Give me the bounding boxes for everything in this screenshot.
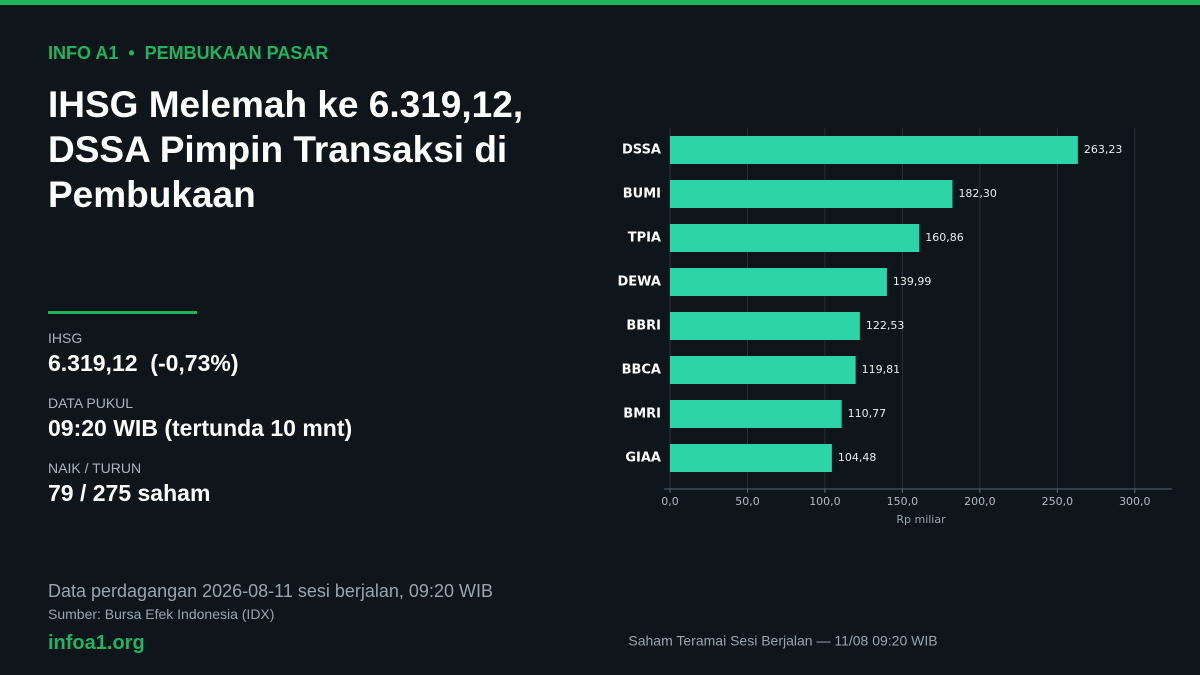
value-label: 104,48 bbox=[838, 451, 877, 464]
x-tick-label: 100,0 bbox=[809, 495, 841, 508]
chart-caption: Saham Teramai Sesi Berjalan — 11/08 09:2… bbox=[628, 633, 937, 649]
value-label: 263,23 bbox=[1084, 143, 1123, 156]
value-label: 122,53 bbox=[866, 319, 905, 332]
bar bbox=[670, 356, 856, 384]
x-tick-label: 200,0 bbox=[964, 495, 996, 508]
bar bbox=[670, 444, 832, 472]
stat-label: IHSG bbox=[48, 330, 83, 346]
bar bbox=[670, 136, 1078, 164]
x-tick-label: 0,0 bbox=[661, 495, 679, 508]
headline: IHSG Melemah ke 6.319,12, DSSA Pimpin Tr… bbox=[48, 84, 524, 215]
value-label: 182,30 bbox=[958, 187, 997, 200]
kicker-text: PEMBUKAAN PASAR bbox=[144, 43, 329, 63]
y-tick-label: DEWA bbox=[618, 275, 662, 290]
y-tick-label: BUMI bbox=[623, 187, 661, 202]
bar bbox=[670, 400, 842, 428]
bar bbox=[670, 312, 860, 340]
bar bbox=[670, 180, 953, 208]
bar bbox=[670, 224, 920, 252]
footer-source: Sumber: Bursa Efek Indonesia (IDX) bbox=[48, 606, 275, 622]
value-label: 160,86 bbox=[925, 231, 964, 244]
x-tick-label: 150,0 bbox=[887, 495, 919, 508]
y-tick-label: TPIA bbox=[628, 231, 661, 246]
value-label: 139,99 bbox=[893, 275, 932, 288]
bar bbox=[670, 268, 887, 296]
stat-value: 79 / 275 saham bbox=[48, 480, 211, 506]
value-label: 110,77 bbox=[848, 407, 887, 420]
x-axis-label: Rp miliar bbox=[896, 513, 946, 526]
value-label: 119,81 bbox=[862, 363, 901, 376]
stat-label: DATA PUKUL bbox=[48, 395, 134, 411]
stat-label: NAIK / TURUN bbox=[48, 460, 142, 476]
stat-value: 09:20 WIB (tertunda 10 mnt) bbox=[48, 415, 353, 441]
x-tick-label: 50,0 bbox=[735, 495, 760, 508]
x-tick-label: 250,0 bbox=[1042, 495, 1074, 508]
y-tick-label: BBCA bbox=[622, 363, 661, 378]
y-tick-label: DSSA bbox=[622, 143, 661, 158]
divider bbox=[48, 311, 197, 314]
y-tick-label: BMRI bbox=[623, 407, 661, 422]
kicker: INFO A1 • PEMBUKAAN PASAR bbox=[48, 43, 329, 63]
stat-value: 6.319,12 (-0,73%) bbox=[48, 350, 239, 376]
top-bar bbox=[0, 0, 1200, 5]
y-tick-label: GIAA bbox=[625, 451, 661, 466]
footer-note: Data perdagangan 2026-08-11 sesi berjala… bbox=[48, 581, 493, 601]
y-tick-label: BBRI bbox=[626, 319, 661, 334]
site-link[interactable]: infoa1.org bbox=[48, 632, 145, 654]
kicker-text: INFO A1 bbox=[48, 43, 119, 63]
x-tick-label: 300,0 bbox=[1119, 495, 1151, 508]
